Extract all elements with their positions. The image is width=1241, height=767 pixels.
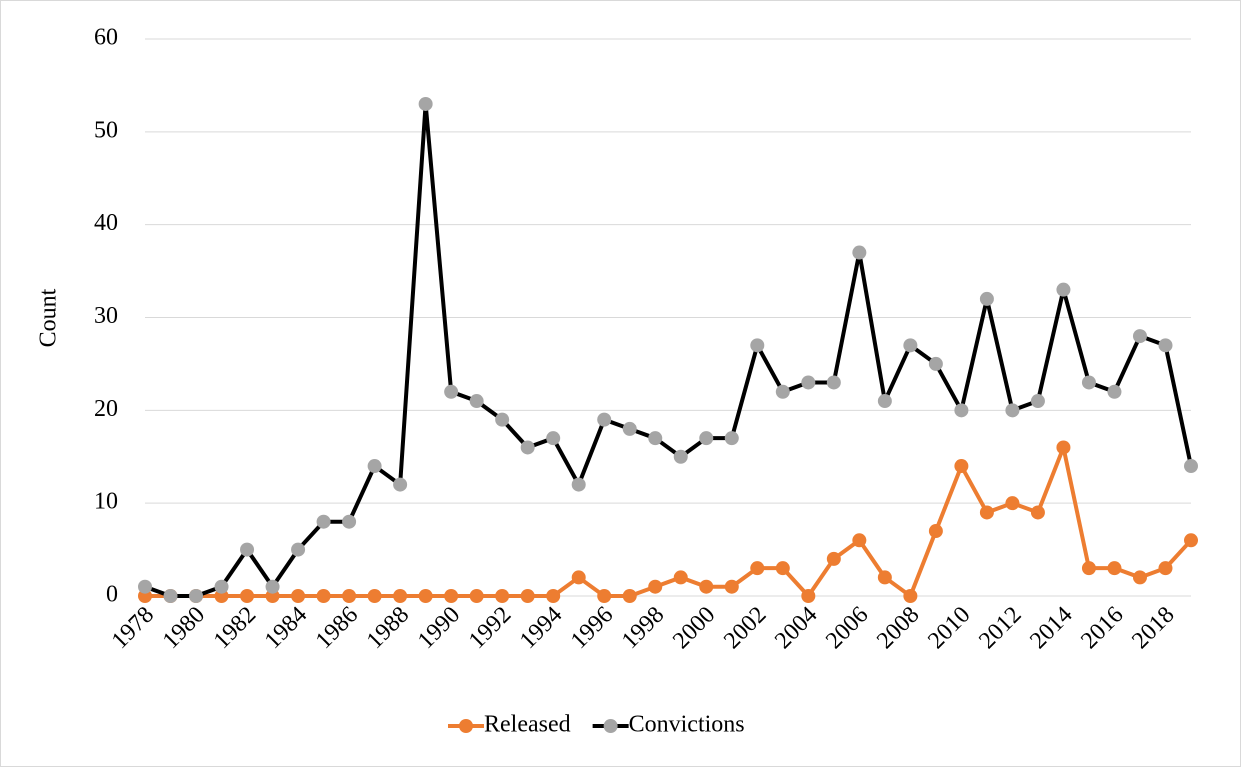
- data-point: [520, 440, 535, 455]
- data-point: [1132, 329, 1147, 344]
- data-point: [1107, 561, 1122, 576]
- data-point: [163, 589, 178, 603]
- data-point: [1005, 403, 1020, 418]
- data-point: [240, 589, 255, 603]
- data-point: [877, 570, 892, 585]
- data-point: [291, 542, 306, 557]
- data-point: [775, 384, 790, 399]
- data-point: [214, 579, 229, 594]
- data-point: [1158, 561, 1173, 576]
- data-point: [546, 589, 561, 603]
- data-point: [622, 421, 637, 436]
- data-point: [724, 579, 739, 594]
- data-point: [291, 589, 306, 603]
- data-point: [469, 589, 484, 603]
- data-point: [597, 412, 612, 427]
- data-point: [928, 524, 943, 539]
- data-point: [393, 589, 408, 603]
- data-point: [801, 589, 816, 603]
- data-point: [852, 245, 867, 260]
- data-point: [673, 570, 688, 585]
- data-point: [1184, 459, 1198, 474]
- data-point: [826, 551, 841, 566]
- data-point: [1005, 496, 1020, 511]
- data-point: [775, 561, 790, 576]
- y-tick-label: 10: [94, 489, 118, 515]
- data-point: [699, 579, 714, 594]
- data-point: [928, 356, 943, 371]
- data-point: [1107, 384, 1122, 399]
- data-point: [801, 375, 816, 390]
- data-point: [418, 96, 433, 111]
- data-point: [597, 589, 612, 603]
- data-point: [367, 459, 382, 474]
- data-point: [495, 589, 510, 603]
- y-tick-label: 20: [94, 396, 118, 422]
- data-point: [750, 561, 765, 576]
- y-axis-label: Count: [36, 288, 62, 347]
- data-point: [189, 589, 204, 603]
- data-point: [444, 384, 459, 399]
- data-point: [546, 431, 561, 446]
- data-point: [954, 403, 969, 418]
- data-point: [648, 431, 663, 446]
- data-point: [520, 589, 535, 603]
- data-point: [1158, 338, 1173, 353]
- data-point: [1184, 533, 1198, 548]
- data-point: [1081, 561, 1096, 576]
- data-point: [1132, 570, 1147, 585]
- data-point: [1056, 282, 1071, 297]
- data-point: [622, 589, 637, 603]
- data-point: [826, 375, 841, 390]
- data-point: [138, 579, 152, 594]
- data-point: [877, 394, 892, 409]
- data-point: [342, 589, 357, 603]
- data-point: [648, 579, 663, 594]
- data-point: [418, 589, 433, 603]
- data-point: [342, 514, 357, 529]
- legend-label: Released: [484, 712, 571, 738]
- y-tick-label: 30: [94, 303, 118, 329]
- data-point: [673, 449, 688, 464]
- legend-marker: [603, 719, 618, 733]
- y-tick-label: 60: [94, 25, 118, 51]
- data-point: [724, 431, 739, 446]
- data-point: [393, 477, 408, 492]
- y-tick-label: 40: [94, 210, 118, 236]
- y-tick-label: 50: [94, 117, 118, 143]
- data-point: [1081, 375, 1096, 390]
- data-point: [495, 412, 510, 427]
- data-point: [1030, 505, 1045, 520]
- data-point: [699, 431, 714, 446]
- legend-marker: [459, 719, 473, 733]
- data-point: [571, 477, 586, 492]
- data-point: [265, 579, 280, 594]
- data-point: [903, 589, 918, 603]
- data-point: [240, 542, 255, 557]
- legend-label: Convictions: [629, 712, 745, 738]
- data-point: [750, 338, 765, 353]
- y-tick-label: 0: [106, 582, 118, 608]
- data-point: [979, 291, 994, 306]
- data-point: [979, 505, 994, 520]
- data-point: [1056, 440, 1071, 455]
- data-point: [444, 589, 459, 603]
- data-point: [367, 589, 382, 603]
- data-point: [316, 514, 331, 529]
- data-point: [469, 394, 484, 409]
- data-point: [1030, 394, 1045, 409]
- data-point: [571, 570, 586, 585]
- data-point: [316, 589, 331, 603]
- data-point: [954, 459, 969, 474]
- data-point: [903, 338, 918, 353]
- data-point: [852, 533, 867, 548]
